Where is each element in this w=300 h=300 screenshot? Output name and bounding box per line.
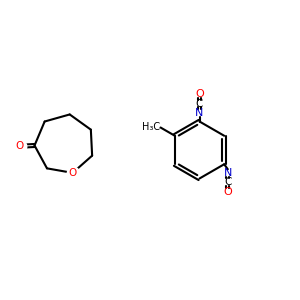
- Text: C: C: [196, 99, 203, 109]
- Text: O: O: [68, 168, 77, 178]
- Text: N: N: [195, 108, 204, 118]
- Text: C: C: [224, 177, 232, 187]
- Text: O: O: [224, 187, 232, 196]
- Text: O: O: [195, 89, 204, 99]
- Text: H₃C: H₃C: [142, 122, 160, 133]
- Text: N: N: [224, 168, 232, 178]
- Text: O: O: [15, 141, 24, 151]
